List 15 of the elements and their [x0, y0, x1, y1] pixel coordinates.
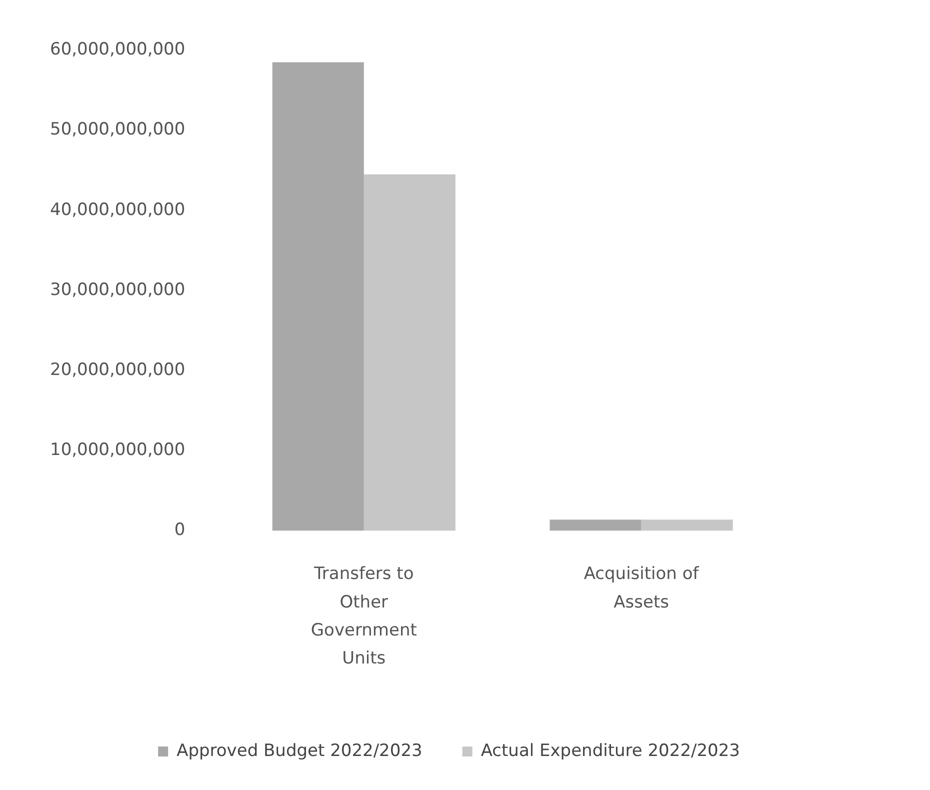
bar — [641, 520, 733, 531]
y-tick-label: 10,000,000,000 — [50, 440, 186, 460]
y-tick-label: 60,000,000,000 — [50, 40, 186, 60]
bar — [550, 520, 642, 531]
x-tick-label: Transfers to Other Government Units — [310, 564, 418, 668]
y-tick-label: 40,000,000,000 — [50, 200, 186, 220]
y-tick-label: 50,000,000,000 — [50, 120, 186, 140]
bar — [364, 174, 456, 531]
x-tick-label: Acquisition of Assets — [584, 564, 700, 612]
y-tick-label: 0 — [174, 520, 186, 540]
y-tick-label: 30,000,000,000 — [50, 280, 186, 300]
legend-label: Actual Expenditure 2022/2023 — [480, 740, 740, 761]
legend-label: Approved Budget 2022/2023 — [176, 740, 422, 761]
bar — [272, 62, 364, 531]
y-tick-label: 20,000,000,000 — [50, 360, 186, 380]
